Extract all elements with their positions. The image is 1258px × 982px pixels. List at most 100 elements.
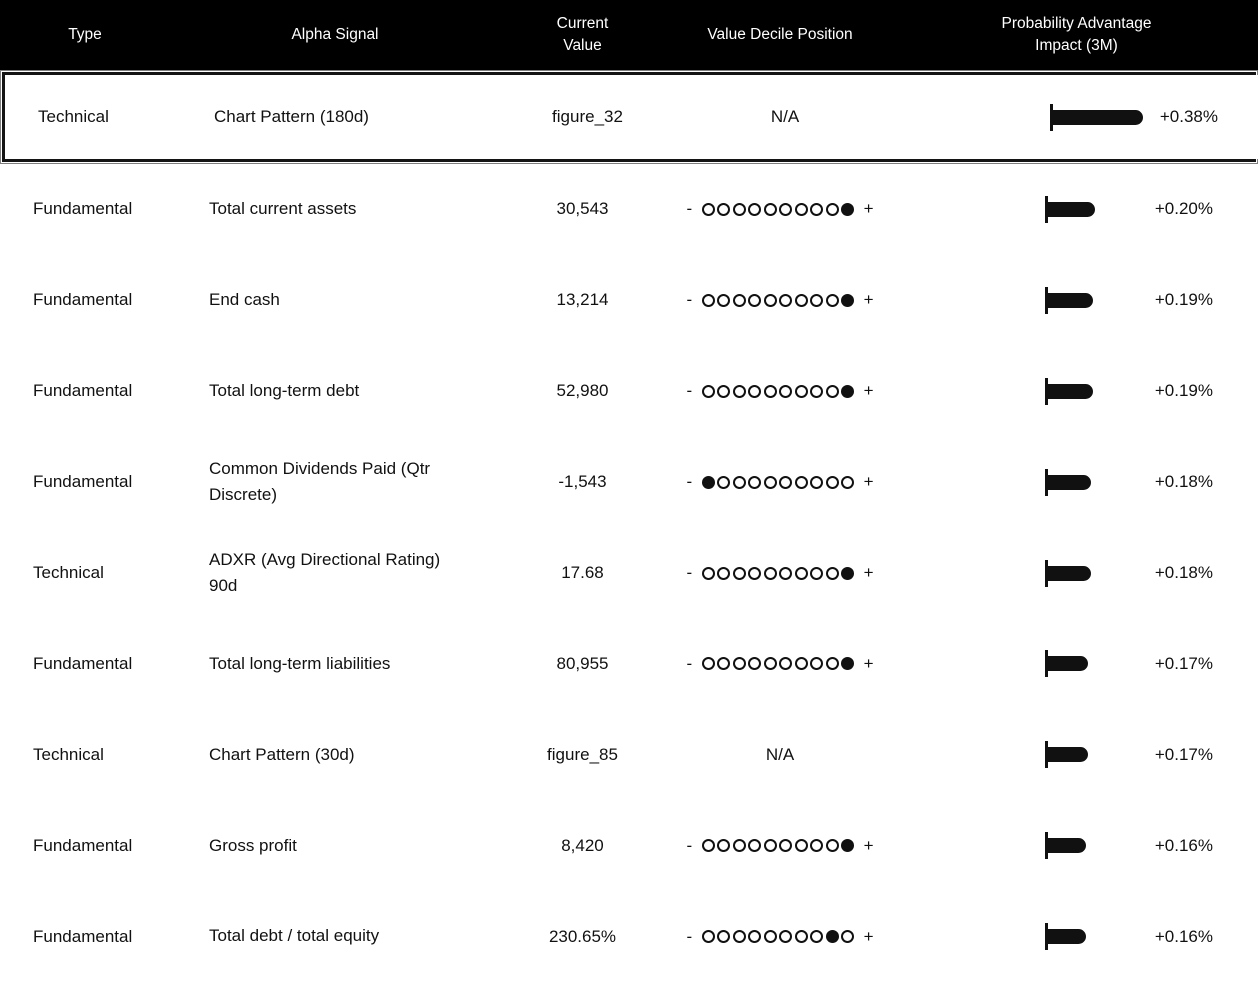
value-cell: 8,420: [561, 835, 604, 855]
impact-value: +0.38%: [1159, 107, 1218, 126]
decile-minus-icon[interactable]: -: [686, 926, 693, 946]
impact-cell: +0.20%: [895, 195, 1258, 223]
table-row[interactable]: Fundamental Gross profit 8,420 - + +0.16%: [0, 800, 1258, 892]
value-cell: 17.68: [561, 563, 604, 582]
impact-value: +0.20%: [1154, 199, 1213, 219]
decile-dot: [779, 930, 793, 944]
decile-dot: [763, 384, 777, 398]
decile-plus-icon[interactable]: +: [863, 563, 874, 582]
impact-bar-baseline: [1045, 377, 1048, 405]
decile-dot: [763, 293, 777, 307]
decile-dot: [717, 202, 731, 216]
impact-bar: [1048, 383, 1093, 399]
impact-bar: [1048, 565, 1091, 581]
type-cell: Technical: [33, 744, 104, 764]
decile-dot: [794, 657, 808, 671]
decile-position-control: - +: [686, 290, 873, 310]
impact-bar-baseline: [1045, 741, 1048, 769]
decile-dot: [748, 293, 762, 307]
decile-cell: - +: [665, 472, 895, 492]
table-row[interactable]: Fundamental Total long-term debt 52,980 …: [0, 345, 1258, 437]
decile-dot: [717, 293, 731, 307]
decile-plus-icon[interactable]: +: [863, 926, 874, 946]
impact-bar-group: [1045, 650, 1089, 678]
decile-dot: [732, 657, 746, 671]
decile-dot: [763, 657, 777, 671]
decile-minus-icon[interactable]: -: [686, 835, 693, 855]
decile-dot: [794, 930, 808, 944]
impact-bar-group: [1045, 195, 1096, 223]
decile-dot: [825, 384, 839, 398]
impact-bar: [1053, 109, 1143, 125]
decile-dot: [701, 293, 715, 307]
decile-position-control: - +: [686, 654, 873, 674]
signal-cell: Chart Pattern (30d): [209, 744, 355, 764]
decile-dot: [810, 293, 824, 307]
decile-dot: [825, 202, 839, 216]
decile-dot: [810, 384, 824, 398]
type-cell: Fundamental: [33, 653, 133, 673]
column-header-value: Current Value: [556, 14, 609, 54]
decile-dot: [779, 657, 793, 671]
decile-minus-icon[interactable]: -: [686, 199, 693, 219]
impact-cell: +0.16%: [895, 832, 1258, 860]
impact-cell: +0.19%: [895, 377, 1258, 405]
table-row[interactable]: Technical Chart Pattern (180d) figure_32…: [5, 75, 1258, 159]
impact-cell: +0.17%: [895, 650, 1258, 678]
decile-dot-filled: [841, 293, 855, 307]
decile-dot-filled: [825, 930, 839, 944]
decile-dot: [732, 566, 746, 580]
impact-bar-group: [1045, 923, 1086, 951]
decile-dot: [794, 475, 808, 489]
type-cell: Fundamental: [33, 381, 133, 401]
decile-dot: [732, 475, 746, 489]
value-cell: figure_32: [552, 107, 623, 126]
value-cell: 30,543: [556, 199, 609, 219]
decile-dot: [717, 930, 731, 944]
decile-dot: [748, 566, 762, 580]
impact-bar-baseline: [1045, 832, 1048, 860]
decile-dot: [825, 293, 839, 307]
table-row[interactable]: Fundamental Total debt / total equity 23…: [0, 891, 1258, 982]
decile-plus-icon[interactable]: +: [863, 381, 874, 401]
decile-plus-icon[interactable]: +: [863, 472, 874, 492]
decile-dot: [748, 930, 762, 944]
decile-position-control: - +: [686, 381, 873, 401]
table-row[interactable]: Technical Chart Pattern (30d) figure_85 …: [0, 709, 1258, 801]
decile-plus-icon[interactable]: +: [863, 199, 874, 219]
decile-minus-icon[interactable]: -: [686, 381, 693, 401]
decile-dot: [732, 839, 746, 853]
decile-minus-icon[interactable]: -: [686, 290, 693, 310]
signals-table: Technical Chart Pattern (180d) figure_32…: [0, 70, 1258, 982]
decile-minus-icon[interactable]: -: [686, 653, 693, 673]
decile-minus-icon[interactable]: -: [686, 563, 693, 582]
impact-bar: [1048, 292, 1093, 308]
decile-dot: [763, 202, 777, 216]
value-cell: -1,543: [558, 472, 607, 492]
decile-minus-icon[interactable]: -: [686, 472, 693, 492]
impact-value: +0.19%: [1154, 381, 1213, 401]
impact-bar-group: [1045, 559, 1091, 587]
decile-plus-icon[interactable]: +: [863, 653, 874, 673]
impact-bar-group: [1045, 377, 1093, 405]
table-row[interactable]: Fundamental Common Dividends Paid (Qtr D…: [0, 436, 1258, 528]
decile-plus-icon[interactable]: +: [863, 835, 874, 855]
decile-position-control: - +: [686, 927, 873, 947]
table-row[interactable]: Fundamental Total current assets 30,543 …: [0, 164, 1258, 255]
table-row[interactable]: Fundamental End cash 13,214 - + +0.19%: [0, 254, 1258, 346]
decile-dot: [779, 293, 793, 307]
type-cell: Fundamental: [33, 290, 133, 310]
decile-dot: [779, 475, 793, 489]
decile-dot: [763, 566, 777, 580]
table-row[interactable]: Fundamental Total long-term liabilities …: [0, 618, 1258, 710]
impact-bar-group: [1045, 286, 1093, 314]
decile-plus-icon[interactable]: +: [863, 290, 874, 310]
decile-dot: [732, 384, 746, 398]
decile-dot: [701, 384, 715, 398]
decile-dot: [810, 657, 824, 671]
decile-dot: [825, 657, 839, 671]
impact-bar: [1048, 838, 1086, 854]
table-row[interactable]: Technical ADXR (Avg Directional Rating) …: [0, 527, 1258, 619]
decile-dot: [717, 566, 731, 580]
selected-row-border: Technical Chart Pattern (180d) figure_32…: [2, 72, 1258, 162]
